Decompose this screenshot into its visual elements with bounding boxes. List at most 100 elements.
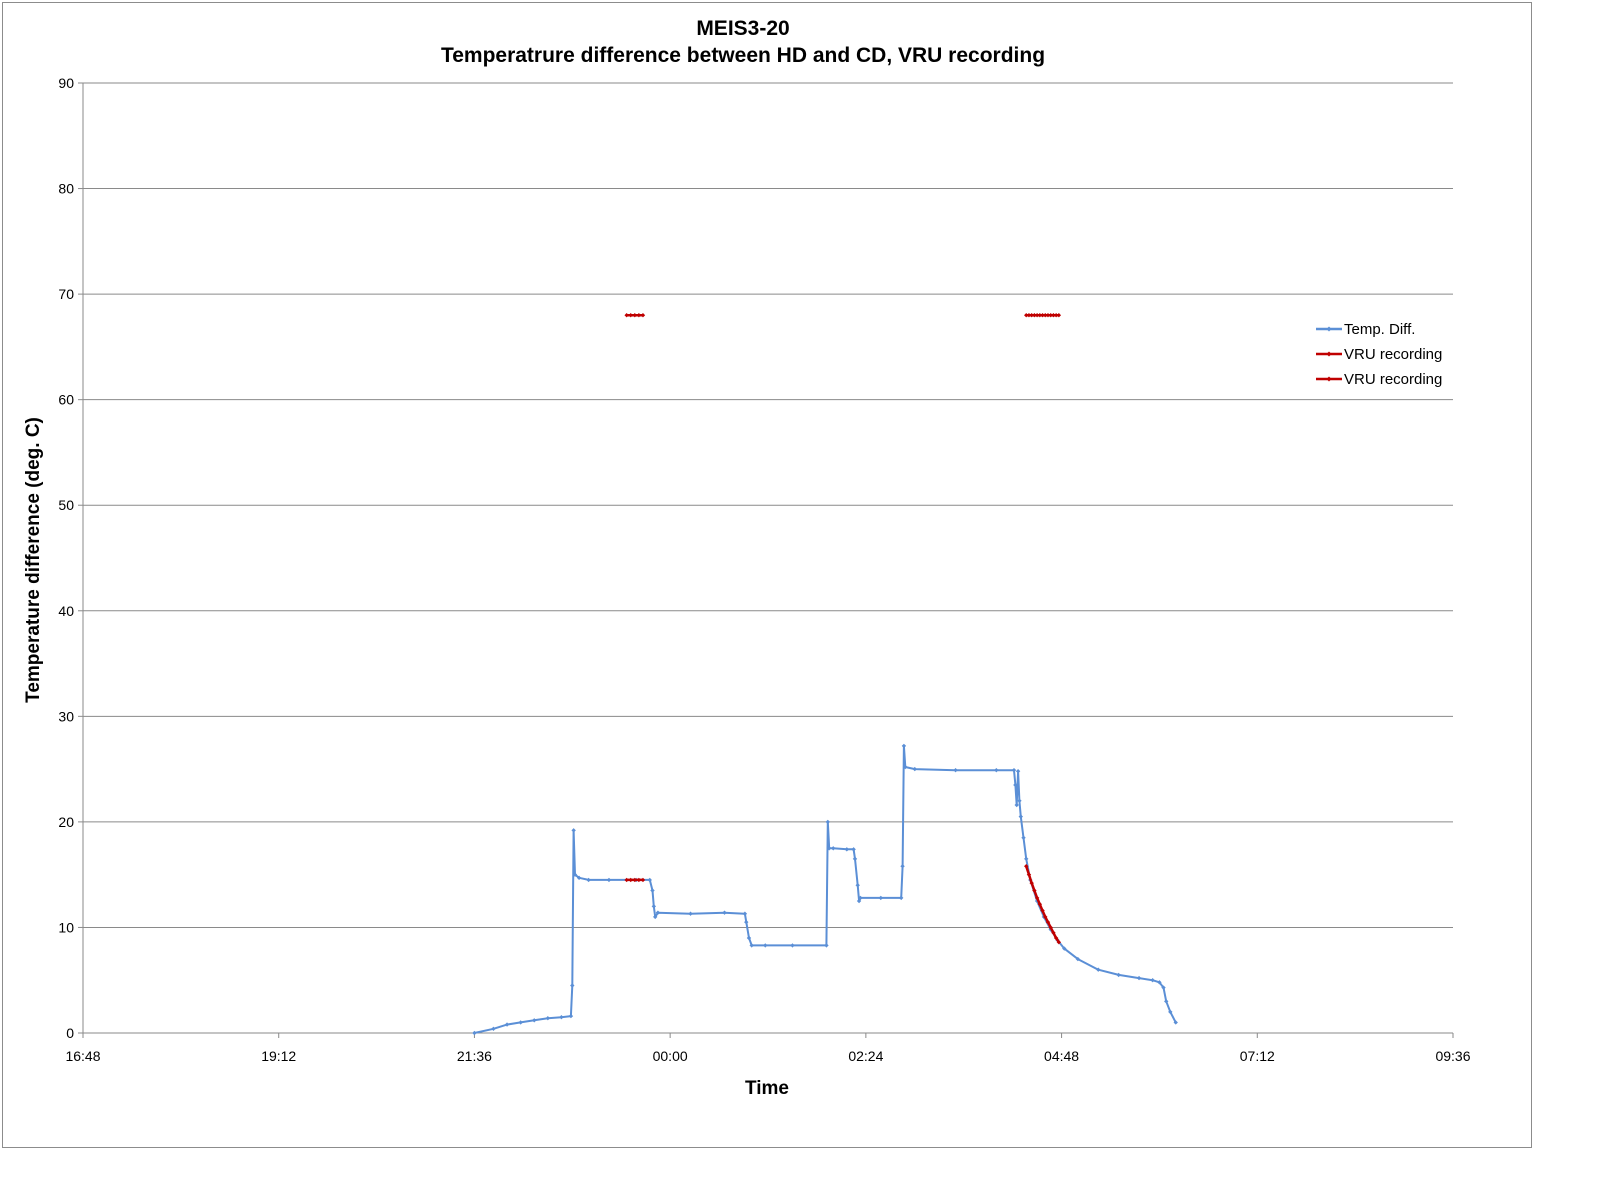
- data-point: [518, 1020, 523, 1025]
- data-point: [1037, 902, 1043, 907]
- data-point: [1029, 880, 1034, 886]
- data-point: [744, 919, 749, 925]
- y-tick-label: 50: [58, 497, 74, 513]
- data-point: [1040, 908, 1045, 913]
- data-point: [746, 935, 752, 941]
- legend-marker: [1326, 326, 1332, 332]
- data-point: [532, 1018, 537, 1023]
- y-tick-label: 60: [58, 392, 74, 408]
- data-point: [640, 877, 646, 883]
- series-4: [1024, 313, 1062, 318]
- data-point: [1011, 767, 1017, 773]
- data-point: [650, 888, 655, 893]
- grid-layer: [83, 82, 1453, 928]
- data-point: [994, 767, 999, 773]
- data-point: [572, 872, 578, 877]
- data-point: [628, 877, 633, 883]
- data-point: [1029, 313, 1034, 318]
- data-point: [606, 877, 612, 883]
- data-point: [1024, 864, 1029, 869]
- data-point: [1056, 940, 1062, 945]
- data-point: [651, 904, 657, 909]
- y-tick-label: 30: [58, 708, 74, 724]
- data-point: [655, 910, 661, 915]
- legend-label: VRU recording: [1344, 346, 1442, 363]
- data-point: [901, 743, 907, 749]
- y-tick-label: 0: [66, 1025, 74, 1041]
- data-point: [504, 1022, 510, 1027]
- data-point: [568, 1013, 574, 1019]
- data-point: [1161, 985, 1166, 990]
- y-tick-label: 20: [58, 814, 74, 830]
- data-point: [647, 877, 652, 883]
- data-point: [1164, 999, 1169, 1004]
- x-tick-label: 19:12: [261, 1048, 296, 1064]
- data-point: [1062, 946, 1067, 951]
- data-point: [722, 910, 727, 915]
- chart-title: MEIS3-20: [696, 17, 789, 40]
- chart-subtitle: Temperatrure difference between HD and C…: [441, 44, 1045, 67]
- y-axis-title: Temperature difference (deg. C): [23, 417, 44, 703]
- data-point: [688, 911, 693, 916]
- series-3: [624, 313, 646, 318]
- data-point: [1040, 313, 1045, 318]
- data-point: [825, 819, 831, 825]
- data-point: [1096, 967, 1101, 972]
- legend-label: Temp. Diff.: [1344, 321, 1415, 338]
- data-point: [1116, 972, 1121, 978]
- series-2: [1024, 864, 1062, 945]
- y-tick-label: 40: [58, 603, 74, 619]
- data-point: [1157, 980, 1162, 985]
- data-point: [1013, 782, 1018, 788]
- y-tick-label: 90: [58, 75, 74, 91]
- data-point: [1075, 956, 1081, 962]
- data-point: [1056, 313, 1062, 318]
- data-point: [912, 766, 917, 772]
- data-point: [851, 847, 856, 852]
- x-tick-label: 00:00: [653, 1048, 688, 1064]
- data-point: [1024, 856, 1029, 862]
- data-point: [1168, 1009, 1173, 1015]
- data-point: [1018, 814, 1023, 819]
- data-point: [570, 983, 575, 988]
- legend-label: VRU recording: [1344, 371, 1442, 388]
- data-point: [576, 875, 582, 881]
- data-point: [1026, 872, 1032, 877]
- data-point: [1043, 914, 1048, 920]
- x-tick-label: 07:12: [1240, 1048, 1275, 1064]
- data-point: [953, 767, 958, 773]
- data-point: [624, 877, 629, 883]
- series-line: [1025, 865, 1060, 943]
- chart-frame: MEIS3-20 Temperatrure difference between…: [2, 2, 1532, 1148]
- data-point: [900, 864, 905, 869]
- data-point: [826, 846, 832, 851]
- series-layer: [472, 313, 1178, 1036]
- y-tick-label: 70: [58, 286, 74, 302]
- data-point: [652, 914, 658, 920]
- data-point: [1032, 313, 1037, 318]
- legend-marker: [1326, 351, 1332, 357]
- data-point: [1037, 313, 1043, 318]
- data-point: [1051, 930, 1056, 935]
- data-point: [491, 1026, 496, 1031]
- x-tick-label: 02:24: [848, 1048, 883, 1064]
- legend-marker: [1326, 376, 1332, 382]
- data-point: [1051, 313, 1056, 318]
- series-1: [624, 877, 646, 883]
- x-tick-label: 21:36: [457, 1048, 492, 1064]
- data-point: [852, 856, 858, 862]
- data-point: [878, 895, 884, 901]
- data-point: [824, 943, 829, 948]
- data-point: [1150, 978, 1155, 983]
- data-point: [1043, 313, 1048, 318]
- data-point: [1136, 975, 1142, 981]
- data-point: [855, 883, 860, 888]
- data-point: [472, 1030, 477, 1036]
- data-point: [1048, 313, 1053, 318]
- data-point: [1053, 935, 1059, 941]
- data-point: [749, 943, 754, 948]
- data-point: [1026, 313, 1032, 318]
- axis-layer: 0 10 20 30 40 50 60 70 80 90 16:48 19:12 21:36 00:00 0…: [58, 75, 1470, 1064]
- data-point: [1053, 313, 1059, 318]
- data-point: [903, 764, 908, 770]
